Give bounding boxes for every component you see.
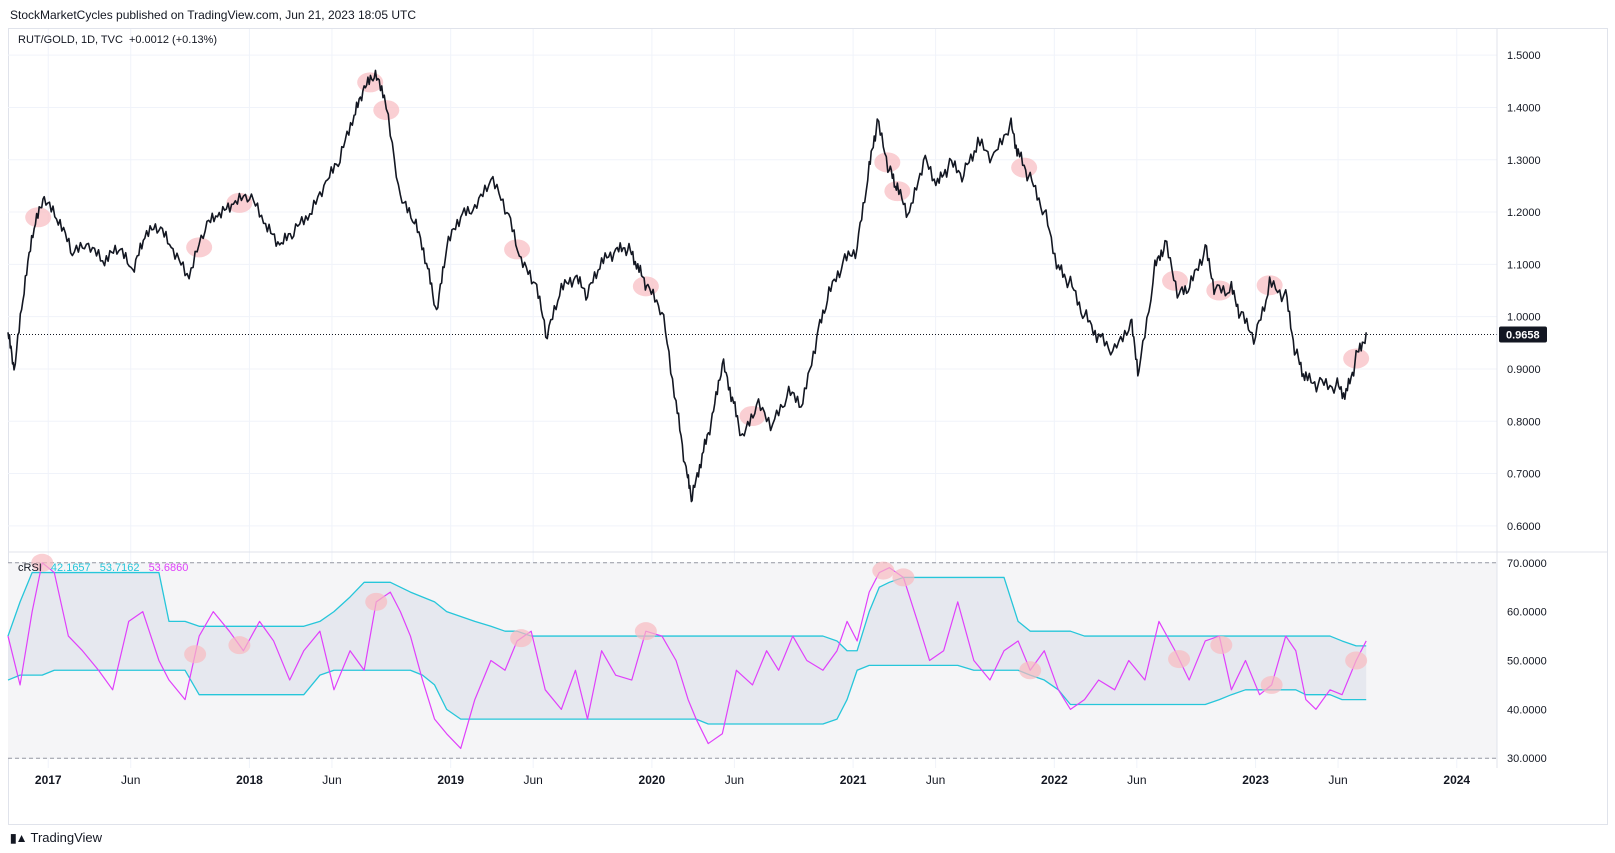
crsi-legend-v3: 53.6860 <box>148 562 189 574</box>
crsi-peak-highlight <box>184 645 207 664</box>
crsi-peak-highlight <box>228 636 251 655</box>
x-tick-label: 2018 <box>236 773 263 787</box>
x-tick-label: 2023 <box>1242 773 1269 787</box>
price-tick-label: 0.9000 <box>1507 364 1541 376</box>
price-peak-highlight <box>186 237 213 258</box>
x-tick-label: 2021 <box>840 773 867 787</box>
crsi-tick-label: 40.0000 <box>1507 704 1547 716</box>
crsi-peak-highlight <box>872 561 895 580</box>
crsi-upper-band <box>7 571 1367 652</box>
x-tick-label: 2017 <box>35 773 62 787</box>
crsi-legend-v2: 53.7162 <box>99 562 140 574</box>
x-tick-label: Jun <box>322 773 341 787</box>
tradingview-logo-icon: ▮▲ <box>10 830 28 845</box>
crsi-peak-highlight <box>892 568 915 587</box>
footer-brand[interactable]: TradingView <box>30 830 103 845</box>
crsi-peak-highlight <box>634 622 657 641</box>
crsi-tick-label: 60.0000 <box>1507 607 1547 619</box>
crsi-tick-label: 50.0000 <box>1507 656 1547 668</box>
price-tick-label: 0.6000 <box>1507 521 1541 533</box>
main-legend-change: +0.0012 (+0.13%) <box>128 34 218 46</box>
crsi-legend-v1: 42.1657 <box>50 562 91 574</box>
price-tick-label: 1.1000 <box>1507 259 1541 271</box>
price-tick-label: 1.2000 <box>1507 207 1541 219</box>
crsi-pane <box>7 553 1497 759</box>
crsi-peak-highlight <box>1345 651 1368 670</box>
crsi-peak-highlight <box>31 553 54 572</box>
crsi-legend: cRSI 42.1657 53.7162 53.6860 <box>18 562 194 574</box>
crsi-peak-highlight <box>1260 675 1283 694</box>
price-tick-label: 1.4000 <box>1507 102 1541 114</box>
price-line <box>7 69 1368 503</box>
price-tick-label: 1.5000 <box>1507 50 1541 62</box>
x-tick-label: Jun <box>523 773 542 787</box>
price-tick-label: 1.3000 <box>1507 155 1541 167</box>
main-legend: RUT/GOLD, 1D, TVC +0.0012 (+0.13%) <box>18 34 223 46</box>
crsi-band-fill <box>8 572 1367 725</box>
published-header: StockMarketCycles published on TradingVi… <box>10 8 416 22</box>
price-peak-highlight <box>884 181 911 202</box>
crsi-tick-label: 30.0000 <box>1507 753 1547 765</box>
x-tick-label: Jun <box>121 773 140 787</box>
crsi-peak-highlight <box>1210 636 1233 655</box>
price-tick-label: 0.7000 <box>1507 469 1541 481</box>
price-peak-highlight <box>1206 280 1233 301</box>
x-tick-label: Jun <box>926 773 945 787</box>
footer: ▮▲ TradingView <box>10 830 102 845</box>
axes: 2017 Jun 2018 Jun 2019 Jun 2020 Jun 2021 Jun 2022 J… <box>8 29 1607 787</box>
x-tick-label: 2022 <box>1041 773 1068 787</box>
last-price-badge <box>1499 326 1547 343</box>
price-tick-label: 0.8000 <box>1507 416 1541 428</box>
last-price-label: 0.9658 <box>1506 330 1540 342</box>
crsi-tick-label: 70.0000 <box>1507 558 1547 570</box>
crsi-legend-name: cRSI <box>18 562 42 574</box>
price-pane <box>7 69 1497 503</box>
crsi-peak-highlight <box>1019 661 1042 680</box>
x-tick-label: 2024 <box>1443 773 1470 787</box>
crsi-peak-highlight <box>365 592 388 611</box>
x-tick-label: Jun <box>1127 773 1146 787</box>
price-tick-label: 1.0000 <box>1507 312 1541 324</box>
x-tick-label: 2019 <box>437 773 464 787</box>
x-tick-label: 2020 <box>639 773 666 787</box>
crsi-peak-highlight <box>510 629 533 648</box>
x-tick-label: Jun <box>725 773 744 787</box>
x-tick-label: Jun <box>1328 773 1347 787</box>
main-legend-symbol: RUT/GOLD, 1D, TVC <box>18 34 123 46</box>
crsi-peak-highlight <box>1168 650 1191 669</box>
chart-frame <box>8 28 1608 825</box>
